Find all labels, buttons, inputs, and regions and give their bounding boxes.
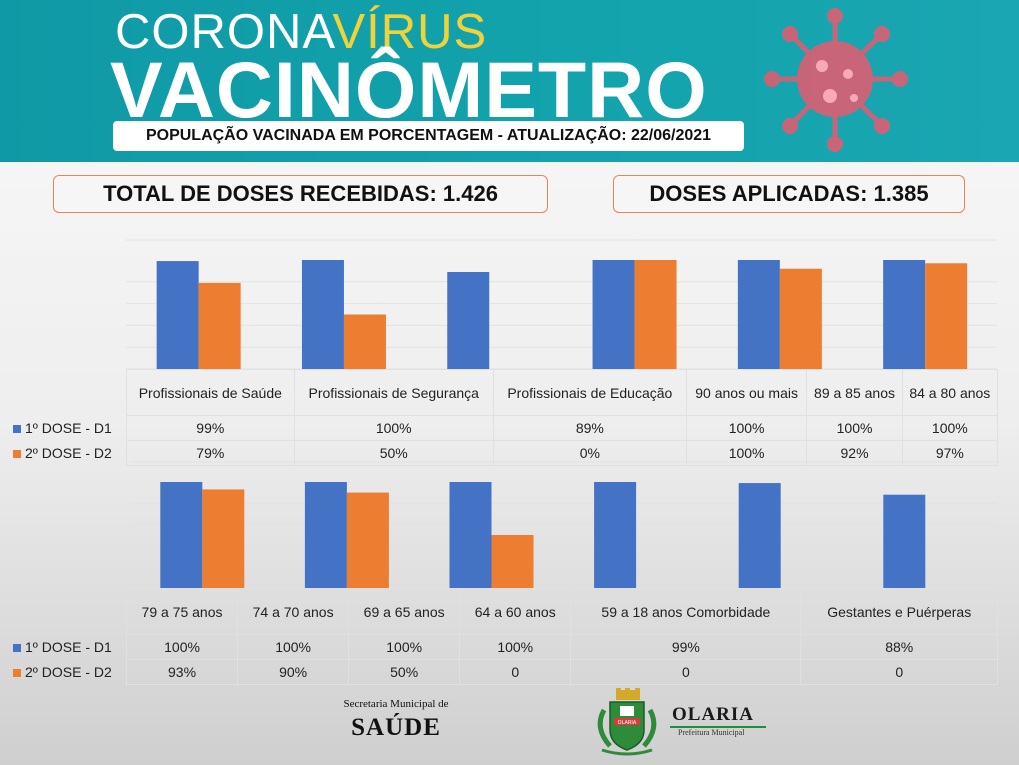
chart-1-category: Profissionais de Segurança	[293, 369, 494, 416]
chart-2-d2-value: 50%	[348, 659, 461, 685]
chart-1-category: Profissionais de Saúde	[126, 369, 295, 416]
chart-1-category-row: Profissionais de Saúde Profissionais de …	[9, 369, 999, 416]
chart-1-d1-value: 100%	[685, 415, 808, 441]
chart-2-d1-value: 100%	[237, 634, 350, 660]
chart-2-d1-value: 100%	[125, 634, 239, 660]
chart-2-d1-value: 100%	[348, 634, 461, 660]
legend-d2-swatch	[13, 450, 21, 459]
legend-d2: 2º DOSE - D2	[9, 441, 127, 466]
bar-d2	[343, 314, 386, 369]
chart-1-d1-value: 100%	[806, 415, 903, 441]
chart-2-d2-value: 0	[459, 659, 572, 685]
chart-1-data-table: Profissionais de Saúde Profissionais de …	[9, 369, 999, 466]
chart-2-d1-value: 100%	[459, 634, 572, 660]
chart-2-category: 69 a 65 anos	[348, 588, 461, 635]
bar-d1	[301, 260, 344, 369]
chart-1-d1-row: 1º DOSE - D1 99% 100% 89% 100% 100% 100%	[9, 415, 999, 441]
title-vacinometro: VACINÔMETRO	[110, 45, 708, 134]
olaria-crest-icon: OLARIA	[597, 688, 657, 756]
bar-d1	[304, 482, 347, 588]
chart-2-d2-value: 90%	[237, 659, 350, 685]
saude-label: SAÚDE	[351, 714, 441, 741]
total-doses-received: TOTAL DE DOSES RECEBIDAS: 1.426	[53, 175, 548, 213]
chart-2-d2-row: 2º DOSE - D2 93% 90% 50% 0 0 0	[9, 659, 998, 685]
bar-d1	[594, 482, 637, 588]
bar-d1	[449, 482, 492, 588]
bar-d1	[738, 483, 781, 588]
chart-2-category: 74 a 70 anos	[237, 588, 350, 635]
chart-2-data-table: 79 a 75 anos 74 a 70 anos 69 a 65 anos 6…	[9, 588, 998, 685]
bar-d1	[592, 260, 635, 369]
chart-1-d2-row: 2º DOSE - D2 79% 50% 0% 100% 92% 97%	[9, 440, 999, 466]
brand-subtitle: Prefeitura Municipal	[678, 728, 745, 737]
olaria-brand: OLARIA OLARIA Prefeitura Municipal	[586, 688, 776, 758]
secretaria-label: Secretaria Municipal de	[343, 698, 449, 710]
header-banner: CORONAVÍRUS VACINÔMETRO POPULAÇÃO VACINA…	[0, 0, 1019, 162]
bar-d2	[346, 492, 389, 588]
chart-2-d2-value: 0	[570, 659, 802, 685]
chart-1-category: 90 anos ou mais	[685, 369, 808, 416]
legend-d2: 2º DOSE - D2	[9, 660, 127, 685]
legend-d1-swatch	[13, 644, 21, 653]
bar-d1	[160, 482, 203, 588]
chart-2-d1-value: 99%	[570, 634, 802, 660]
bar-d2	[202, 489, 245, 588]
chart-1-category: 84 a 80 anos	[901, 369, 999, 416]
bar-d1	[447, 271, 490, 369]
chart-2-category: 64 a 60 anos	[459, 588, 572, 635]
bar-d2	[634, 260, 677, 369]
bar-d2	[925, 263, 968, 369]
bar-d2	[198, 282, 241, 369]
bar-d1	[883, 260, 926, 369]
chart-2-d1-value: 88%	[800, 634, 998, 660]
chart-1-category: 89 a 85 anos	[806, 369, 903, 416]
chart-2-category: 59 a 18 anos Comorbidade	[570, 588, 802, 635]
title-corona-virus: CORONAVÍRUS	[115, 5, 488, 59]
chart-2-category-row: 79 a 75 anos 74 a 70 anos 69 a 65 anos 6…	[9, 588, 998, 635]
chart-2-category: Gestantes e Puérperas	[800, 588, 998, 635]
crest-text: OLARIA	[618, 720, 637, 726]
chart-2-d2-value: 93%	[125, 659, 239, 685]
legend-d1: 1º DOSE - D1	[9, 635, 127, 660]
chart-2-category: 79 a 75 anos	[125, 588, 239, 635]
update-subtitle: POPULAÇÃO VACINADA EM PORCENTAGEM - ATUA…	[113, 121, 744, 151]
brand-underline	[670, 726, 766, 728]
legend-d1: 1º DOSE - D1	[9, 416, 127, 441]
chart-1-category: Profissionais de Educação	[492, 369, 687, 416]
bar-d2	[491, 535, 534, 588]
chart-2-d2-value: 0	[800, 659, 998, 685]
bar-d1	[737, 260, 780, 369]
bar-d1	[883, 494, 926, 588]
secretaria-saude: Secretaria Municipal de SAÚDE	[330, 698, 462, 742]
brand-name: OLARIA	[672, 704, 755, 725]
bar-d2	[779, 268, 822, 369]
virus-icon	[764, 8, 908, 152]
legend-d1-swatch	[13, 425, 21, 434]
bar-d1	[156, 261, 199, 369]
legend-d2-swatch	[13, 669, 21, 678]
chart-1-d1-value: 89%	[492, 415, 687, 441]
doses-applied: DOSES APLICADAS: 1.385	[613, 175, 965, 213]
chart-2-d1-row: 1º DOSE - D1 100% 100% 100% 100% 99% 88%	[9, 634, 998, 660]
